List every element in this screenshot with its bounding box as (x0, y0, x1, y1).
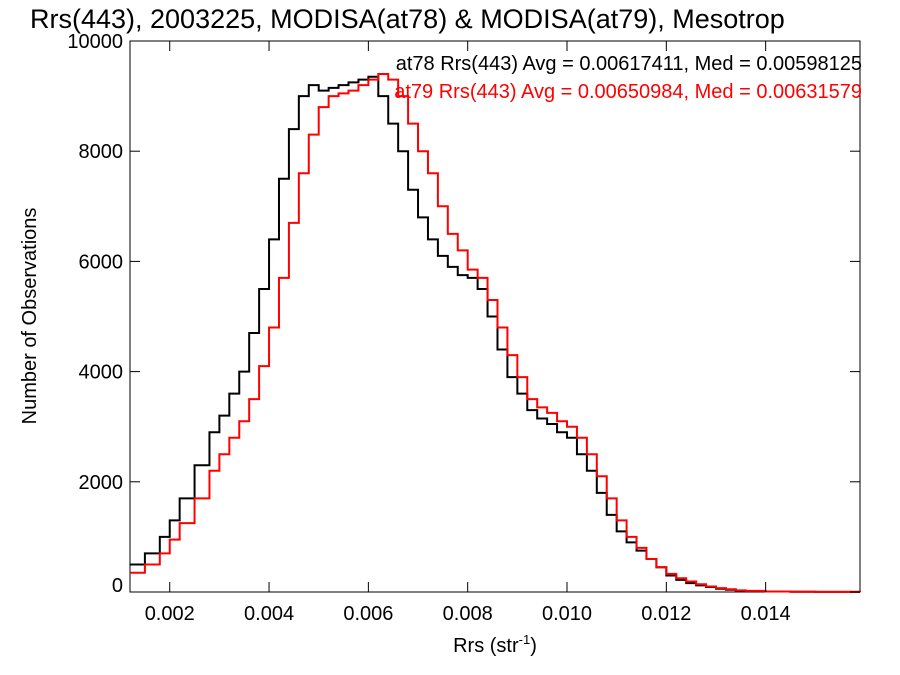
x-tick-label: 0.008 (443, 603, 493, 625)
y-tick-label: 6000 (79, 251, 124, 273)
y-tick-label: 0 (112, 575, 123, 597)
series-line-1 (130, 73, 861, 593)
y-axis-label: Number of Observations (19, 208, 41, 425)
y-tick-label: 10000 (67, 31, 123, 53)
y-tick-label: 2000 (79, 472, 124, 494)
y-tick-label: 8000 (79, 141, 124, 163)
x-axis-label-close: ) (530, 635, 537, 657)
x-axis: 0.002 0.004 0.006 0.008 0.010 0.012 0.014 (145, 41, 791, 625)
x-axis-label: Rrs (str-1) (453, 632, 537, 657)
x-axis-label-superscript: -1 (519, 632, 531, 647)
legend-entry-at78: at78 Rrs(443) Avg = 0.00617411, Med = 0.… (396, 53, 862, 75)
x-tick-label: 0.012 (641, 603, 691, 625)
x-tick-label: 0.006 (343, 603, 393, 625)
x-tick-label: 0.010 (542, 603, 592, 625)
x-axis-label-text: Rrs (str (453, 635, 519, 657)
x-tick-label: 0.002 (145, 603, 195, 625)
y-tick-label: 4000 (79, 362, 124, 384)
x-tick-label: 0.014 (741, 603, 791, 625)
chart-title: Rrs(443), 2003225, MODISA(at78) & MODISA… (30, 4, 785, 34)
x-tick-label: 0.004 (244, 603, 294, 625)
legend-entry-at79: at79 Rrs(443) Avg = 0.00650984, Med = 0.… (394, 81, 862, 103)
series-line-0 (130, 75, 861, 593)
series-layer (130, 73, 861, 593)
plot-frame (129, 40, 861, 593)
y-axis: 0 2000 4000 6000 8000 10000 (67, 31, 860, 597)
